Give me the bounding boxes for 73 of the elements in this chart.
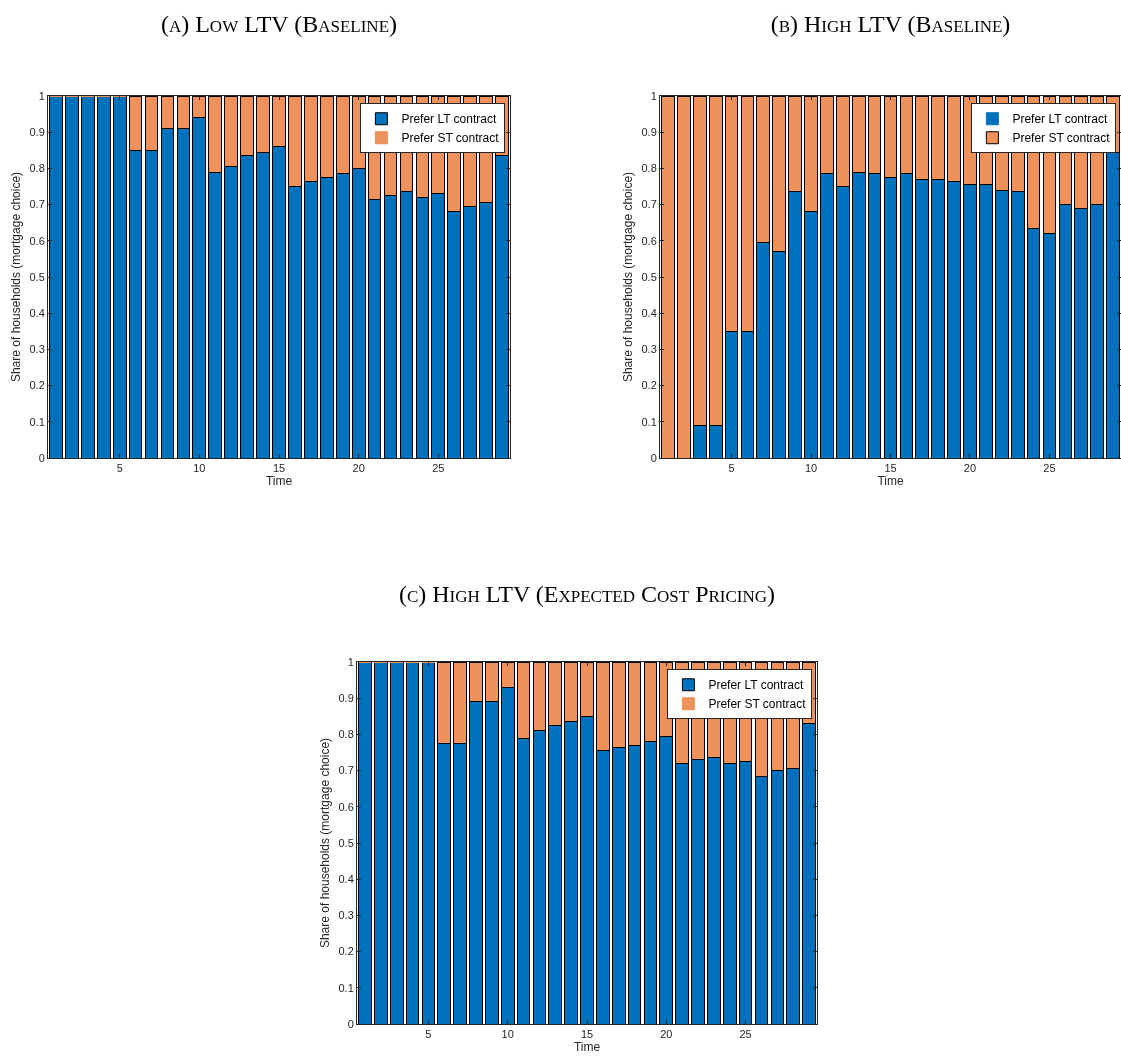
chart-title: (a) Low LTV (Baseline) xyxy=(160,11,398,38)
y-tick-label: 0.5 xyxy=(29,270,45,283)
x-axis-title: Time xyxy=(877,474,904,489)
x-axis-title: Time xyxy=(265,474,293,489)
x-tick-label: 20 xyxy=(352,462,365,475)
x-tick-label: 5 xyxy=(425,1028,432,1041)
x-tick-label: 20 xyxy=(660,1028,673,1041)
y-tick-label: 0.2 xyxy=(338,945,354,958)
chart-title: (b) High LTV (Baseline) xyxy=(770,11,1011,38)
bar xyxy=(112,96,127,458)
y-tick-label: 0 xyxy=(650,451,657,464)
x-tick-label: 15 xyxy=(884,462,897,475)
legend-label: Prefer ST contract xyxy=(1012,131,1111,146)
x-tick-label: 15 xyxy=(580,1028,594,1041)
bar xyxy=(373,662,388,1024)
x-tick-label: 25 xyxy=(739,1028,752,1041)
y-tick-label: 0.4 xyxy=(338,873,354,886)
y-tick-label: 1 xyxy=(38,89,45,102)
x-axis-title: Time xyxy=(573,1040,601,1055)
y-tick-label: 0.2 xyxy=(641,379,657,392)
y-tick-label: 0.7 xyxy=(338,764,354,777)
x-tick-label: 10 xyxy=(501,1028,514,1041)
bar xyxy=(676,96,691,458)
y-tick-label: 0.8 xyxy=(338,728,354,741)
y-tick-label: 0.4 xyxy=(641,307,657,320)
y-tick-label: 0.5 xyxy=(641,270,657,283)
y-tick-label: 0.1 xyxy=(29,415,45,428)
bar xyxy=(65,96,79,458)
legend-label: Prefer LT contract xyxy=(401,112,497,127)
y-tick-label: 0.8 xyxy=(641,162,657,175)
y-tick-label: 0.8 xyxy=(29,162,45,175)
y-tick-label: 0.6 xyxy=(29,234,45,247)
y-tick-label: 0.9 xyxy=(29,126,45,139)
x-tick-label: 15 xyxy=(272,462,286,475)
x-tick-label: 10 xyxy=(804,462,818,475)
y-tick-label: 0.9 xyxy=(338,692,354,705)
bar xyxy=(389,662,404,1024)
legend-label: Prefer LT contract xyxy=(708,678,804,693)
y-tick-label: 0.1 xyxy=(641,415,657,428)
x-tick-label: 5 xyxy=(116,462,123,475)
x-tick-label: 25 xyxy=(1043,462,1056,475)
chart-title: (c) High LTV (Expected Cost Pricing) xyxy=(398,580,776,607)
y-tick-label: 0 xyxy=(347,1017,354,1030)
y-tick-label: 0.3 xyxy=(338,909,354,922)
y-tick-label: 0.6 xyxy=(641,234,657,247)
bar xyxy=(661,96,675,458)
y-tick-label: 0.2 xyxy=(29,379,45,392)
y-axis-title: Share of households (mortgage choice) xyxy=(8,171,23,383)
x-tick-label: 20 xyxy=(963,462,977,475)
y-tick-label: 0.7 xyxy=(641,198,657,211)
legend-label: Prefer ST contract xyxy=(401,131,500,146)
x-tick-label: 25 xyxy=(432,462,445,475)
bar xyxy=(96,96,111,458)
bar xyxy=(49,96,63,458)
legend-label: Prefer ST contract xyxy=(708,697,807,712)
bar xyxy=(80,96,95,458)
y-axis-title: Share of households (mortgage choice) xyxy=(317,737,332,949)
y-tick-label: 0.4 xyxy=(29,307,45,320)
y-tick-label: 0.3 xyxy=(641,343,657,356)
y-tick-label: 0.5 xyxy=(338,836,354,849)
y-axis-title: Share of households (mortgage choice) xyxy=(620,171,635,383)
y-tick-label: 0.1 xyxy=(338,981,354,994)
y-tick-label: 1 xyxy=(650,89,657,102)
x-tick-label: 10 xyxy=(193,462,206,475)
bar xyxy=(358,662,372,1024)
y-tick-label: 0 xyxy=(38,451,45,464)
y-tick-label: 0.6 xyxy=(338,800,354,813)
y-tick-label: 1 xyxy=(347,655,354,668)
y-tick-label: 0.3 xyxy=(29,343,45,356)
x-tick-label: 5 xyxy=(728,462,735,475)
y-tick-label: 0.9 xyxy=(641,126,657,139)
legend-label: Prefer LT contract xyxy=(1012,112,1108,127)
y-tick-label: 0.7 xyxy=(29,198,45,211)
